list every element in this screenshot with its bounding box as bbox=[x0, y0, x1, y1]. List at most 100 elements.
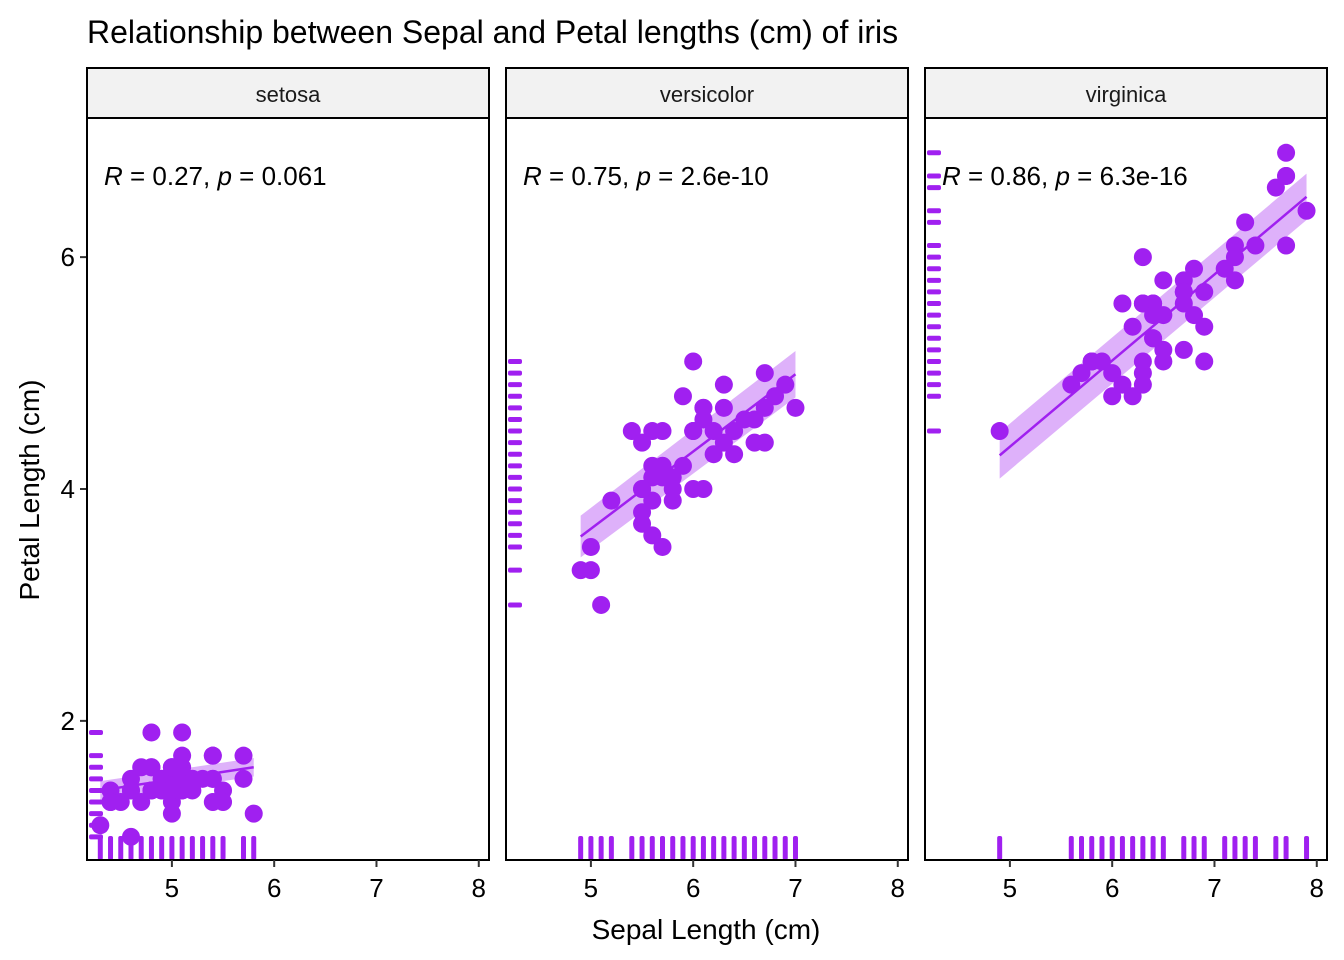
data-point bbox=[1133, 248, 1152, 267]
y-rug-tick bbox=[508, 405, 522, 411]
x-rug-tick bbox=[598, 836, 604, 860]
data-point bbox=[592, 595, 611, 614]
data-point bbox=[1174, 340, 1193, 359]
data-point bbox=[714, 375, 733, 394]
data-point bbox=[673, 456, 692, 475]
data-point bbox=[1133, 294, 1152, 313]
data-point bbox=[1246, 236, 1265, 255]
data-point bbox=[1123, 317, 1142, 336]
x-rug-tick bbox=[1099, 836, 1105, 860]
data-point bbox=[132, 793, 151, 812]
data-point bbox=[1185, 306, 1204, 325]
y-rug-tick bbox=[927, 335, 941, 341]
data-point bbox=[1072, 364, 1091, 383]
y-rug-tick bbox=[508, 440, 522, 446]
y-rug-tick bbox=[508, 358, 522, 364]
y-rug-tick bbox=[927, 301, 941, 306]
data-point bbox=[633, 514, 652, 533]
y-rug-tick bbox=[927, 185, 941, 191]
facet-strip-label: versicolor bbox=[660, 82, 754, 107]
data-point bbox=[725, 422, 744, 441]
y-rug-tick bbox=[89, 729, 103, 735]
annotation-r-label: R bbox=[104, 161, 123, 191]
data-point bbox=[1225, 248, 1244, 267]
data-point bbox=[1195, 282, 1214, 301]
x-rug-tick bbox=[721, 836, 727, 860]
plot-area bbox=[508, 351, 805, 860]
y-tick-label: 2 bbox=[61, 706, 75, 736]
annotation-p-label: p bbox=[1054, 161, 1069, 191]
panel-versicolor: versicolor R = 0.75, p = 2.6e-10 5 6 7 8 bbox=[505, 67, 909, 903]
y-rug-tick bbox=[927, 289, 941, 295]
y-rug-tick bbox=[89, 799, 103, 805]
x-rug-tick bbox=[670, 836, 676, 860]
x-tick-label: 8 bbox=[891, 873, 905, 903]
data-point bbox=[1154, 271, 1173, 290]
y-rug-tick bbox=[89, 776, 103, 782]
x-rug-tick bbox=[1089, 836, 1095, 860]
y-rug-tick bbox=[508, 451, 522, 457]
y-rug-tick bbox=[927, 173, 941, 179]
y-rug-tick bbox=[927, 266, 941, 272]
y-rug-tick bbox=[89, 822, 103, 828]
y-rug-tick bbox=[927, 358, 941, 364]
x-rug-tick bbox=[1304, 836, 1310, 860]
data-point bbox=[1236, 213, 1255, 232]
data-point bbox=[1297, 201, 1316, 220]
x-rug-tick bbox=[210, 836, 216, 860]
facet-strip bbox=[86, 67, 490, 119]
x-rug-tick bbox=[1079, 836, 1085, 860]
x-rug-tick bbox=[169, 836, 175, 860]
regression-line bbox=[998, 195, 1308, 457]
x-rug-tick bbox=[1242, 836, 1248, 860]
data-point bbox=[1123, 387, 1142, 406]
data-point bbox=[1225, 271, 1244, 290]
x-rug-tick bbox=[752, 836, 758, 860]
data-point bbox=[581, 561, 600, 580]
x-tick-label: 7 bbox=[788, 873, 802, 903]
facet-strip-label: virginica bbox=[1086, 82, 1167, 107]
data-point bbox=[162, 781, 181, 800]
data-point bbox=[1144, 306, 1163, 325]
data-point bbox=[704, 445, 723, 464]
panel-setosa: setosa R = 0.27, p = 0.061 5 6 7 8 bbox=[86, 67, 490, 903]
data-point bbox=[643, 526, 662, 545]
data-point bbox=[786, 398, 805, 417]
data-point bbox=[234, 769, 253, 788]
y-rug-tick bbox=[508, 428, 522, 434]
x-rug-tick bbox=[711, 836, 717, 860]
y-rug-tick bbox=[89, 787, 103, 793]
data-point bbox=[214, 793, 233, 812]
x-rug-tick bbox=[1160, 836, 1166, 860]
data-point bbox=[755, 364, 774, 383]
y-rug-tick bbox=[927, 312, 941, 318]
plot-area bbox=[89, 723, 263, 860]
y-rug-tick bbox=[508, 532, 522, 538]
data-point bbox=[173, 723, 192, 742]
y-rug-tick bbox=[508, 393, 522, 399]
annotation-r-value: = 0.86, bbox=[961, 161, 1056, 191]
x-rug-tick bbox=[1252, 836, 1258, 860]
y-rug-tick bbox=[89, 753, 103, 759]
y-rug-tick bbox=[927, 277, 941, 283]
x-rug-tick bbox=[1181, 836, 1187, 860]
data-point bbox=[142, 758, 161, 777]
x-rug-tick bbox=[578, 836, 584, 860]
data-point bbox=[1174, 282, 1193, 301]
data-point bbox=[581, 537, 600, 556]
data-point bbox=[684, 422, 703, 441]
data-point bbox=[142, 781, 161, 800]
y-rug-tick bbox=[927, 219, 941, 225]
data-point bbox=[694, 410, 713, 429]
x-rug-tick bbox=[1232, 836, 1238, 860]
data-point bbox=[622, 422, 641, 441]
y-rug-tick bbox=[927, 208, 941, 214]
x-axis-title: Sepal Length (cm) bbox=[592, 914, 821, 945]
data-point bbox=[653, 468, 672, 487]
x-tick-label: 7 bbox=[1207, 873, 1221, 903]
x-rug-tick bbox=[639, 836, 645, 860]
chart-title: Relationship between Sepal and Petal len… bbox=[87, 14, 898, 50]
y-rug-tick bbox=[508, 498, 522, 504]
data-point bbox=[1103, 387, 1122, 406]
y-rug-tick bbox=[508, 486, 522, 492]
